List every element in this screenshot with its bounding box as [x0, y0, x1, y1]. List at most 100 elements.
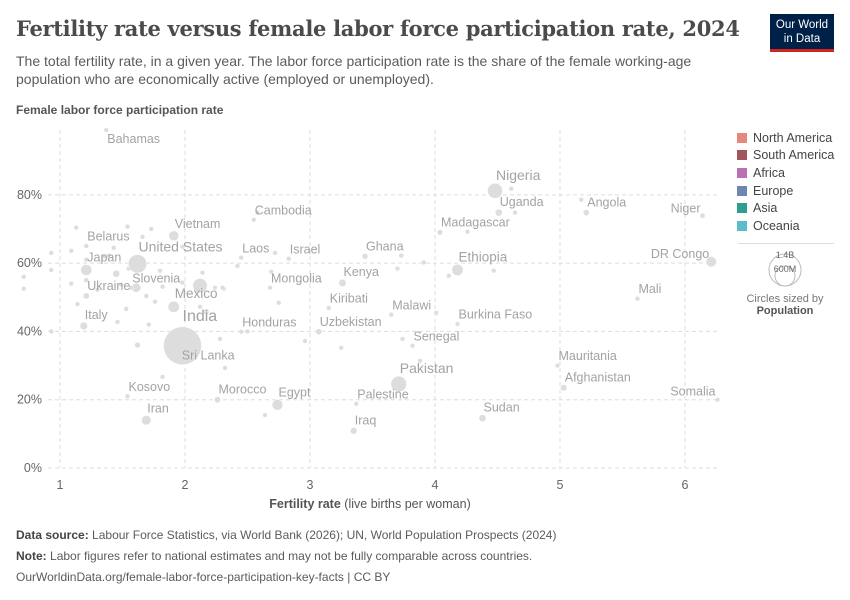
data-point[interactable]	[146, 321, 152, 328]
data-point[interactable]	[446, 273, 452, 279]
legend-item-north-america[interactable]: North America	[737, 129, 837, 147]
data-point-israel[interactable]	[286, 256, 292, 262]
data-point[interactable]	[106, 252, 112, 259]
data-point-honduras[interactable]	[238, 329, 244, 335]
data-point[interactable]	[399, 336, 406, 342]
data-point[interactable]	[118, 282, 124, 288]
data-point-bahamas[interactable]	[103, 127, 109, 133]
data-point[interactable]	[199, 270, 206, 276]
data-point[interactable]	[219, 285, 226, 291]
data-point-madagascar[interactable]	[436, 229, 444, 236]
data-point[interactable]	[217, 336, 223, 342]
data-point[interactable]	[152, 299, 158, 305]
data-point-laos[interactable]	[238, 255, 244, 261]
data-point[interactable]	[83, 277, 89, 283]
data-point-mauritania[interactable]	[554, 362, 561, 369]
data-point-slovenia[interactable]	[128, 285, 134, 291]
data-point[interactable]	[276, 300, 282, 306]
data-point-japan[interactable]	[80, 264, 93, 276]
data-point-palestine[interactable]	[353, 401, 359, 407]
data-point[interactable]	[143, 293, 149, 299]
data-point-afghanistan[interactable]	[560, 384, 568, 392]
data-point[interactable]	[48, 267, 54, 273]
legend-item-oceania[interactable]: Oceania	[737, 217, 837, 235]
data-point[interactable]	[159, 284, 166, 290]
data-point-somalia[interactable]	[714, 397, 721, 403]
data-point[interactable]	[433, 310, 439, 316]
data-point-kenya[interactable]	[338, 278, 347, 287]
data-point[interactable]	[124, 223, 131, 230]
data-point-uganda[interactable]	[494, 208, 503, 217]
data-point[interactable]	[254, 209, 261, 216]
data-point[interactable]	[212, 285, 218, 291]
data-point-iraq[interactable]	[350, 427, 358, 435]
data-point[interactable]	[112, 269, 121, 278]
data-point-dr-congo[interactable]	[705, 256, 717, 268]
data-point-malawi[interactable]	[388, 312, 394, 318]
data-point-cambodia[interactable]	[251, 217, 257, 223]
data-point[interactable]	[508, 186, 514, 192]
data-point-ghana[interactable]	[361, 253, 369, 260]
data-point[interactable]	[234, 263, 241, 269]
legend-item-europe[interactable]: Europe	[737, 182, 837, 200]
data-point[interactable]	[123, 306, 129, 312]
data-point-burkina-faso[interactable]	[454, 321, 461, 327]
data-point[interactable]	[302, 338, 308, 344]
data-point[interactable]	[48, 328, 54, 335]
data-point-niger[interactable]	[699, 212, 706, 219]
data-point[interactable]	[68, 280, 74, 287]
data-point-morocco[interactable]	[214, 396, 221, 404]
data-point[interactable]	[398, 252, 404, 259]
legend-item-asia[interactable]: Asia	[737, 199, 837, 217]
data-point[interactable]	[73, 224, 79, 231]
data-point[interactable]	[101, 253, 107, 259]
data-point[interactable]	[421, 259, 427, 266]
data-point[interactable]	[48, 250, 54, 256]
owid-logo[interactable]: Our World in Data	[770, 14, 834, 52]
legend-item-south-america[interactable]: South America	[737, 147, 837, 165]
data-point-mongolia[interactable]	[267, 285, 273, 291]
data-point[interactable]	[197, 304, 203, 310]
data-point[interactable]	[139, 234, 146, 240]
data-point-angola[interactable]	[582, 209, 590, 216]
data-point[interactable]	[338, 345, 344, 351]
data-point[interactable]	[268, 269, 274, 275]
data-point[interactable]	[111, 245, 117, 251]
data-point[interactable]	[83, 257, 89, 263]
data-point[interactable]	[21, 274, 27, 280]
data-point-ukraine[interactable]	[82, 292, 90, 300]
data-point[interactable]	[512, 209, 518, 216]
data-point[interactable]	[157, 268, 163, 274]
data-point-sri-lanka[interactable]	[191, 352, 197, 358]
data-point[interactable]	[192, 278, 208, 294]
data-point[interactable]	[94, 287, 101, 293]
data-point[interactable]	[68, 248, 74, 254]
data-point[interactable]	[159, 374, 166, 380]
legend-item-africa[interactable]: Africa	[737, 164, 837, 182]
data-point[interactable]	[222, 365, 228, 371]
data-point[interactable]	[272, 250, 278, 256]
data-point-mali[interactable]	[634, 295, 641, 302]
data-point[interactable]	[203, 308, 210, 315]
data-point[interactable]	[578, 196, 584, 203]
data-point-mexico[interactable]	[167, 300, 180, 313]
data-point-sudan[interactable]	[478, 414, 487, 422]
data-point-egypt[interactable]	[271, 399, 284, 411]
data-point-ethiopia[interactable]	[451, 264, 464, 276]
data-point-belarus[interactable]	[83, 243, 89, 249]
data-point[interactable]	[148, 226, 154, 232]
data-point[interactable]	[394, 265, 401, 272]
data-point-italy[interactable]	[79, 321, 88, 331]
data-point[interactable]	[244, 328, 251, 335]
data-point-vietnam[interactable]	[168, 230, 179, 242]
data-point-pakistan[interactable]	[390, 375, 407, 393]
source-url[interactable]: OurWorldinData.org/female-labor-force-pa…	[16, 570, 391, 584]
data-point[interactable]	[464, 229, 471, 235]
data-point-kosovo[interactable]	[124, 393, 131, 399]
data-point-kiribati[interactable]	[326, 305, 332, 311]
data-point-senegal[interactable]	[409, 343, 416, 349]
data-point[interactable]	[179, 244, 186, 250]
data-point[interactable]	[417, 358, 423, 364]
data-point[interactable]	[74, 301, 81, 307]
data-point[interactable]	[134, 341, 141, 349]
